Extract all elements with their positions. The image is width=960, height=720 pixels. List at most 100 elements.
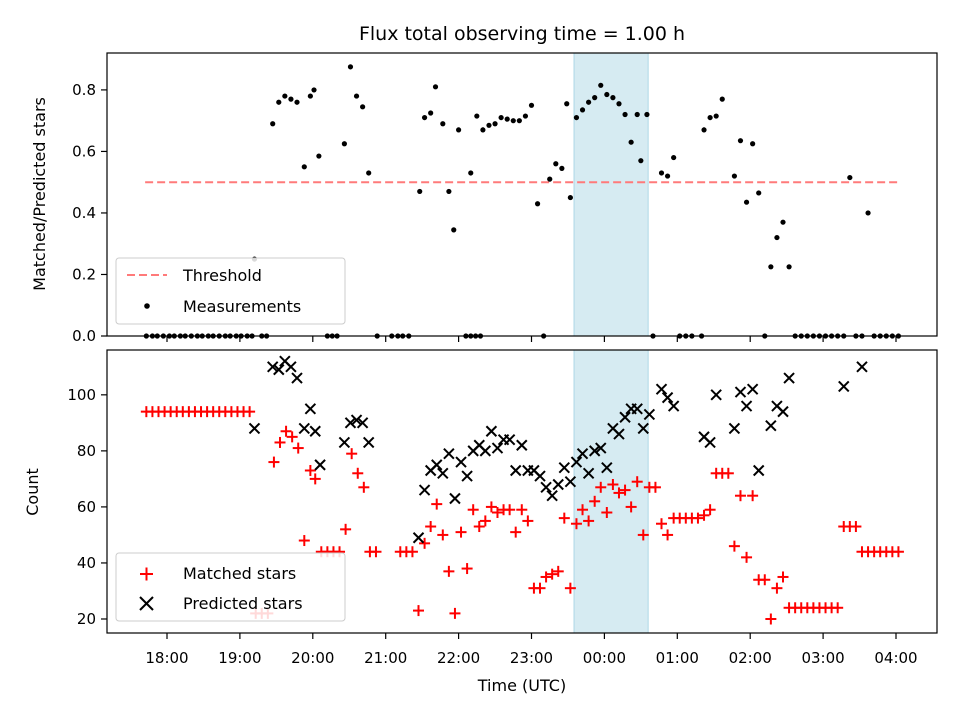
matched-point (607, 478, 619, 490)
matched-point (637, 529, 649, 541)
measurement-point (417, 188, 423, 195)
measurement-point (865, 210, 871, 216)
predicted-point (613, 428, 625, 440)
predicted-point (509, 464, 522, 477)
predicted-point (765, 419, 777, 432)
measurement-point (288, 96, 294, 102)
matched-point (589, 495, 601, 507)
measurement-point (731, 173, 738, 179)
predicted-stroke-b (588, 445, 601, 457)
predicted-stroke-b (601, 461, 613, 474)
legend-predicted-label: Predicted stars (183, 594, 303, 613)
matched-point (370, 546, 382, 558)
matched-point (759, 574, 771, 586)
predicted-point (777, 405, 789, 418)
measurement-point (366, 170, 372, 176)
measurement-point (559, 165, 565, 171)
measurement-point (440, 121, 446, 127)
predicted-stroke-b (734, 386, 747, 398)
measurement-point (743, 199, 750, 205)
predicted-stroke-b (314, 459, 326, 471)
measurement-point (564, 101, 570, 107)
measurement-point (664, 173, 671, 179)
predicted-stroke-b (309, 425, 321, 437)
predicted-stroke-b (485, 425, 498, 437)
measurement-point (510, 118, 516, 124)
matched-point (268, 456, 280, 468)
measurement-point (468, 170, 474, 176)
matched-point (619, 484, 631, 496)
predicted-stroke-b (431, 459, 443, 471)
predicted-point (838, 380, 850, 393)
predicted-stroke-b (576, 447, 589, 460)
predicted-point (734, 386, 747, 398)
measurement-point (644, 111, 650, 118)
predicted-stroke-b (838, 380, 850, 393)
measurement-point (316, 153, 322, 159)
legend-matched-swatch (140, 567, 153, 581)
measurement-point (498, 114, 504, 121)
matched-point (747, 490, 759, 502)
predicted-stroke-b (279, 355, 291, 367)
measurement-point (780, 219, 786, 225)
predicted-stroke-b (746, 383, 759, 395)
matched-point (625, 501, 637, 513)
predicted-point (503, 433, 516, 446)
predicted-point (661, 391, 674, 404)
predicted-point (631, 403, 643, 415)
bottom-y-label: Count (23, 468, 42, 516)
bottom-x-axis: 18:00 19:00 20:00 21:00 22:00 23:00 00:00 01:00… (145, 633, 918, 667)
predicted-point (304, 403, 317, 415)
top-axes-frame (106, 52, 938, 337)
predicted-point (534, 470, 546, 482)
predicted-point (552, 478, 564, 491)
predicted-point (746, 383, 759, 395)
predicted-point (564, 475, 577, 488)
matched-point (449, 607, 461, 619)
predicted-stroke-b (455, 456, 467, 468)
bottom-axes-frame (106, 349, 938, 634)
predicted-point (309, 425, 321, 437)
measurement-point (719, 96, 725, 102)
predicted-stroke-b (540, 481, 552, 494)
top-x-ticks (166, 336, 897, 342)
matched-point (662, 529, 674, 541)
predicted-point (362, 436, 375, 449)
measurement-point (353, 93, 360, 99)
measurement-point (592, 95, 598, 101)
matched-point (613, 487, 625, 499)
matched-point (656, 518, 668, 530)
predicted-stroke-b (765, 419, 777, 432)
matched-point (771, 582, 783, 594)
matched-point (777, 571, 789, 583)
predicted-stroke-b (667, 400, 680, 412)
matched-point (832, 602, 844, 614)
predicted-stroke-b (443, 447, 455, 460)
y-tick-label: 60 (77, 498, 96, 516)
predicted-stroke-b (509, 464, 522, 477)
measurement-point (737, 138, 744, 144)
matched-point (419, 537, 431, 549)
measurement-point (598, 82, 604, 88)
measurement-point (604, 91, 610, 98)
predicted-point (619, 411, 631, 423)
top-y-axis: 0.0 0.2 0.4 0.6 0.8 (72, 81, 107, 345)
measurement-point (671, 154, 677, 161)
y-tick-label: 40 (77, 554, 96, 572)
matched-point (467, 504, 479, 516)
predicted-stroke-b (356, 417, 369, 429)
matched-point (346, 448, 358, 460)
matched-point (516, 504, 528, 516)
bottom-y-axis: 20 40 60 80 100 (67, 386, 107, 628)
matched-point (570, 518, 582, 530)
predicted-stroke-b (777, 405, 789, 418)
predicted-point (443, 447, 455, 460)
predicted-point (558, 461, 571, 474)
matched-point (577, 504, 589, 516)
predicted-point (728, 422, 741, 435)
x-tick-label: 01:00 (656, 649, 699, 667)
y-tick-label: 0.4 (72, 204, 96, 222)
matched-point (485, 501, 497, 513)
predicted-stroke-b (344, 417, 357, 429)
predicted-stroke-b (582, 467, 595, 479)
